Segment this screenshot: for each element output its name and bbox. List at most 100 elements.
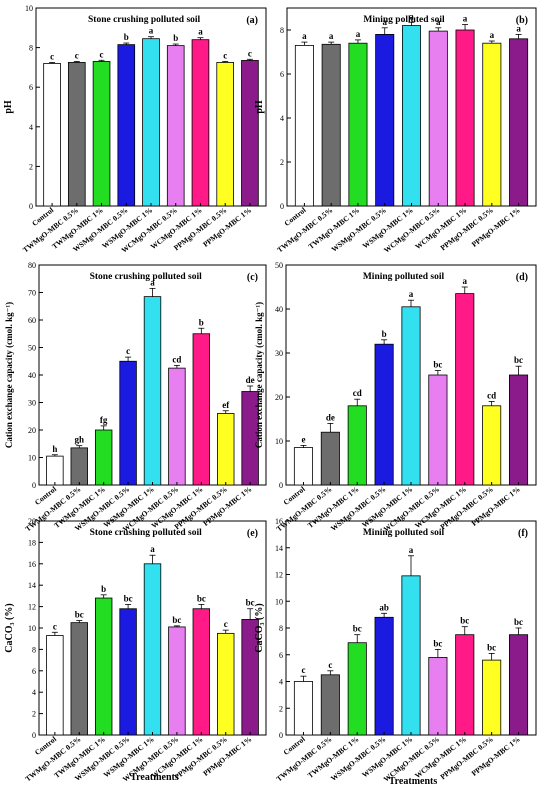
y-tick-label: 30 <box>28 399 36 408</box>
y-tick-label: 20 <box>28 517 36 526</box>
y-tick-label: 14 <box>275 544 283 553</box>
bar <box>46 635 64 736</box>
y-axis-label: Cation exchange capacity (cmol. kg⁻¹) <box>4 302 14 448</box>
y-tick-label: 2 <box>32 710 36 719</box>
bar <box>241 60 259 207</box>
significance-letter: cd <box>353 388 362 398</box>
significance-letter: c <box>223 50 227 60</box>
chart-panel-5: 0 2 4 6 8 10 12 14 16 18 20 CaCO₃ (%) Stone crushing… <box>4 517 267 784</box>
bar <box>70 447 88 486</box>
significance-letter: de <box>326 412 335 422</box>
significance-letter: a <box>198 27 203 37</box>
bar <box>374 343 394 486</box>
bar <box>509 38 529 207</box>
significance-letter: bc <box>197 593 206 603</box>
y-tick-label: 12 <box>28 603 36 612</box>
y-tick-label: 4 <box>279 678 283 687</box>
significance-letter: a <box>356 29 361 39</box>
bar <box>347 405 367 486</box>
chart-panel-6: 0 2 4 6 8 10 12 14 16 CaCO₃ (%) Mining polluted so… <box>254 517 537 787</box>
bar <box>119 360 137 486</box>
significance-letter: b <box>124 32 129 42</box>
significance-letter: bc <box>75 610 84 620</box>
y-tick-label: 16 <box>28 560 36 569</box>
bar <box>43 63 61 207</box>
bar <box>168 626 186 736</box>
significance-letter: e <box>301 434 305 444</box>
bar <box>67 62 86 207</box>
bar <box>217 632 235 736</box>
significance-letter: a <box>409 11 414 21</box>
chart-panel-3: 0 10 20 30 40 50 60 70 80 Cation exchange capacit… <box>4 261 267 534</box>
y-tick-label: 0 <box>279 731 283 740</box>
significance-letter: de <box>246 375 255 385</box>
y-tick-label: 6 <box>280 70 284 79</box>
significance-letter: a <box>149 26 154 36</box>
y-tick-label: 6 <box>279 651 283 660</box>
panel-label: (a) <box>246 15 258 26</box>
bar <box>143 296 162 486</box>
bar <box>348 42 368 207</box>
significance-letter: c <box>50 51 54 61</box>
significance-letter: bc <box>487 642 496 652</box>
significance-letter: bc <box>124 593 133 603</box>
significance-letter: a <box>436 17 441 27</box>
bar <box>142 38 160 207</box>
bar <box>374 616 394 736</box>
bar <box>347 642 367 736</box>
bar <box>166 45 185 207</box>
bar <box>401 306 421 486</box>
y-tick-label: 20 <box>275 393 283 402</box>
bar <box>455 634 475 736</box>
y-tick-label: 8 <box>29 44 33 53</box>
significance-letter: bc <box>433 360 442 370</box>
bar <box>428 657 448 736</box>
significance-letter: b <box>199 317 204 327</box>
significance-letter: b <box>382 329 387 339</box>
bar <box>482 42 502 207</box>
significance-letter: a <box>382 17 387 27</box>
y-tick-label: 18 <box>28 538 36 547</box>
y-tick-label: 40 <box>28 371 36 380</box>
significance-letter: cd <box>487 390 496 400</box>
bar <box>293 447 314 486</box>
bar <box>455 29 475 207</box>
significance-letter: a <box>409 545 414 555</box>
y-tick-label: 4 <box>32 688 36 697</box>
bar <box>191 39 210 207</box>
significance-letter: c <box>328 660 332 670</box>
y-axis-label: pH <box>254 100 265 114</box>
significance-letter: a <box>150 544 155 554</box>
bar <box>192 608 211 736</box>
chart-title: Stone crushing polluted soil <box>88 15 201 25</box>
y-tick-label: 4 <box>29 123 33 132</box>
chart-title: Stone crushing polluted soil <box>90 528 203 538</box>
y-axis-label: Cation exchange capacity (cmol. kg⁻¹) <box>254 302 264 448</box>
bar <box>401 25 422 207</box>
significance-letter: c <box>248 48 252 58</box>
bar <box>92 61 111 207</box>
bar <box>401 575 421 736</box>
bar <box>320 674 340 736</box>
significance-letter: a <box>463 276 468 286</box>
y-tick-label: 8 <box>32 645 36 654</box>
bar <box>94 597 113 736</box>
bar <box>119 608 137 736</box>
significance-letter: ab <box>379 602 389 612</box>
bar <box>375 34 395 207</box>
significance-letter: c <box>126 346 130 356</box>
y-tick-label: 70 <box>28 289 36 298</box>
y-tick-label: 10 <box>275 597 283 606</box>
y-tick-label: 12 <box>275 571 283 580</box>
significance-letter: a <box>516 23 521 33</box>
bar <box>294 45 314 207</box>
y-axis-label: CaCO₃ (%) <box>4 603 15 652</box>
y-tick-label: 30 <box>275 349 283 358</box>
y-tick-label: 0 <box>29 202 33 211</box>
y-tick-label: 10 <box>28 454 36 463</box>
chart-title: Mining polluted soil <box>363 528 445 538</box>
bar <box>428 374 448 486</box>
panel-label: (b) <box>516 15 528 26</box>
significance-letter: c <box>100 49 104 59</box>
y-axis-label: pH <box>3 100 14 114</box>
